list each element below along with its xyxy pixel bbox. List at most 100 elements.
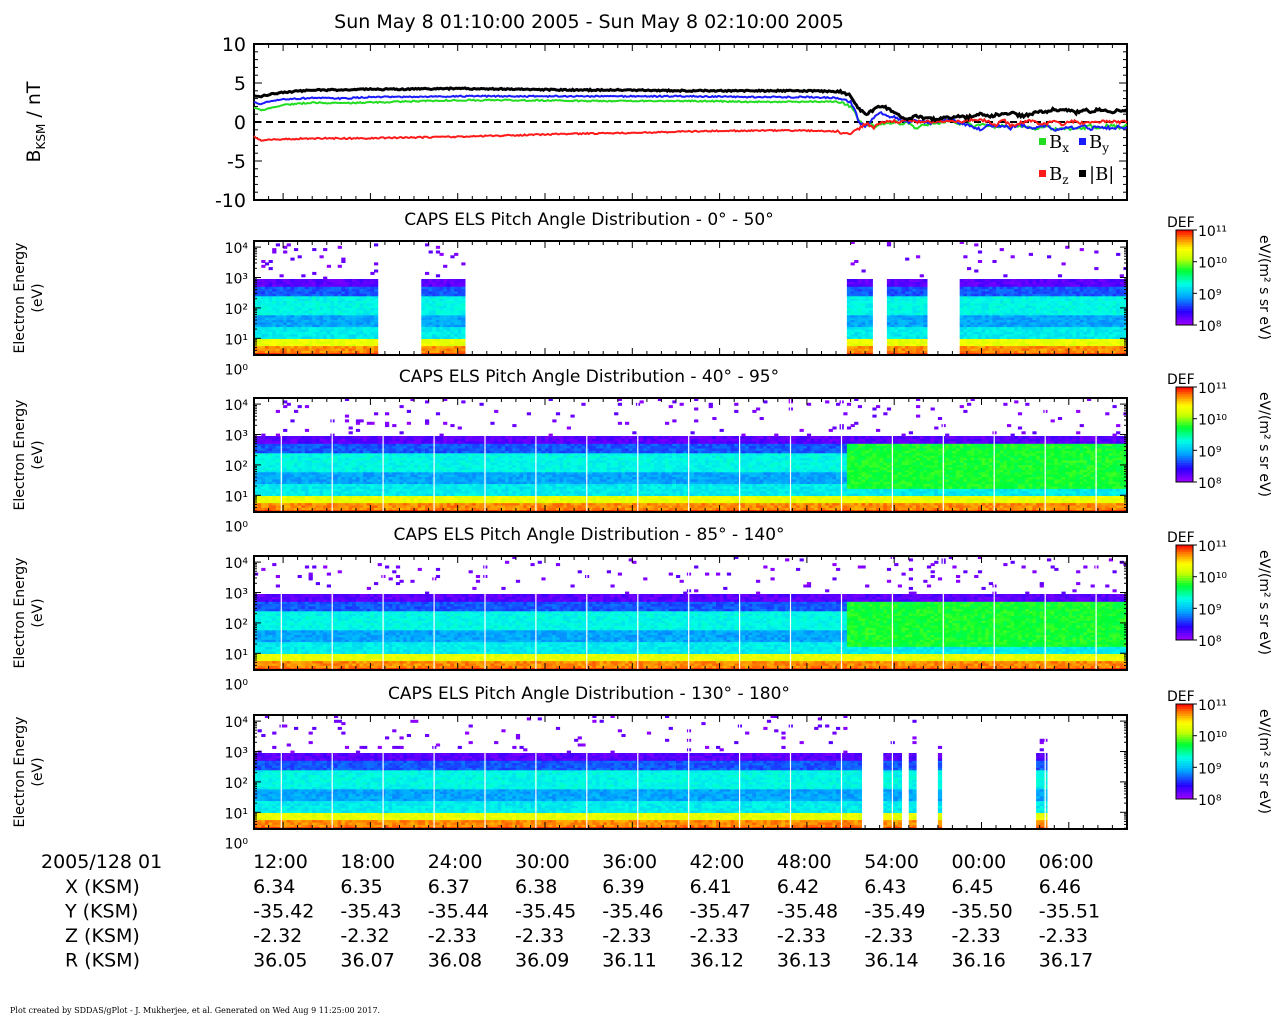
legend-label: Bz [1049, 164, 1069, 187]
heatmap-cell [854, 260, 858, 263]
heatmap-cell [269, 267, 273, 270]
heatmap-cell [454, 279, 458, 282]
heatmap-cell [330, 279, 334, 282]
heatmap-cell [458, 279, 462, 282]
heatmap-cell [327, 265, 331, 268]
mag-ylabel-subscript: KSM [34, 124, 48, 150]
heatmap-cell [312, 279, 316, 282]
heatmap-cell [287, 243, 291, 246]
heatmap-cell [265, 279, 269, 282]
legend-swatch [1079, 170, 1086, 177]
heatmap-cell [265, 262, 269, 265]
heatmap-cell [305, 279, 309, 282]
heatmap-cell [323, 277, 327, 280]
mag-y-tick-label: -5 [227, 151, 246, 173]
heatmap-cell [280, 279, 284, 282]
heatmap-cell [283, 279, 287, 282]
mag-y-tick-label: 10 [222, 34, 246, 56]
heatmap-cell [334, 279, 338, 282]
heatmap-cell [338, 246, 342, 249]
heatmap-cell [280, 274, 284, 277]
heatmap-cell [374, 243, 378, 246]
heatmap-cell [349, 279, 353, 282]
heatmap-cell [320, 255, 324, 258]
heatmap-cell [258, 279, 262, 282]
mag-y-tick-label: -10 [215, 190, 246, 212]
heatmap-cell [425, 279, 429, 282]
heatmap-cell [425, 272, 429, 275]
heatmap-cell [858, 279, 862, 282]
heatmap-cell [356, 279, 360, 282]
legend-label: |B| [1089, 164, 1114, 185]
magnetic-field-y-axis-label: BKSM / nT [23, 81, 48, 162]
series-line-abs-babs- [254, 88, 1127, 121]
heatmap-cell [450, 279, 454, 282]
heatmap-cell [352, 279, 356, 282]
legend-swatch [1039, 170, 1046, 177]
heatmap-cell [851, 262, 855, 265]
legend-swatch [1079, 138, 1086, 145]
legend-label-base: B [1049, 132, 1062, 153]
figure: Sun May 8 01:10:00 2005 - Sun May 8 02:1… [0, 0, 1280, 1024]
heatmap-cell [345, 279, 349, 282]
legend-label-subscript: x [1062, 141, 1069, 155]
heatmap-cell [316, 279, 320, 282]
heatmap-cell [461, 279, 465, 282]
heatmap-cell [454, 253, 458, 256]
heatmap-cell [440, 279, 444, 282]
spectrogram-panel-1: CAPS ELS Pitch Angle Distribution - 0° -… [12, 210, 1272, 379]
legend-label-subscript: z [1062, 173, 1068, 187]
heatmap-cell [440, 253, 444, 256]
heatmap-cell [301, 279, 305, 282]
magnetic-field-panel: -10-50510 BKSM / nT Bx ByBz |B| [23, 34, 1127, 212]
legend-label-base: B [1049, 164, 1062, 185]
heatmap-cell [370, 272, 374, 275]
heatmap-cell [363, 279, 367, 282]
heatmap-cell [436, 274, 440, 277]
heatmap-cell [276, 243, 280, 246]
heatmap-cell [443, 265, 447, 268]
spectrogram-panels: CAPS ELS Pitch Angle Distribution - 0° -… [12, 210, 1272, 853]
heatmap-cell [854, 279, 858, 282]
magnetic-field-series [254, 88, 1127, 141]
heatmap-cell [298, 279, 302, 282]
heatmap-cell [327, 279, 331, 282]
heatmap-cell [421, 279, 425, 282]
heatmap-cell [272, 248, 276, 251]
heatmap-cell [341, 258, 345, 261]
legend-label-base: |B| [1089, 164, 1114, 185]
heatmap-cell [338, 265, 342, 268]
heatmap-cell [294, 248, 298, 251]
heatmap-cell [309, 279, 313, 282]
heatmap-cell [323, 248, 327, 251]
heatmap-cell [360, 279, 364, 282]
y-axis-label-line1: Electron Energy [12, 243, 28, 354]
legend-label: By [1089, 132, 1109, 155]
heatmap-cell [436, 279, 440, 282]
legend-label-subscript: y [1101, 141, 1109, 155]
heatmap-cell [301, 274, 305, 277]
heatmap-cell [283, 251, 287, 254]
heatmap-cell [341, 279, 345, 282]
heatmap-cell [312, 272, 316, 275]
heatmap-cell [290, 258, 294, 261]
heatmap-cell [312, 248, 316, 251]
heatmap-cell [374, 279, 378, 282]
heatmap-cell [447, 279, 451, 282]
heatmap-cell [374, 270, 378, 273]
heatmap-cell [436, 251, 440, 254]
heatmap-cell [290, 279, 294, 282]
heatmap-cell [461, 262, 465, 265]
heatmap-cell [276, 279, 280, 282]
legend-label-base: B [1089, 132, 1102, 153]
heatmap-cell [298, 255, 302, 258]
heatmap-cell [367, 279, 371, 282]
spectrogram-y-axis-label: Electron Energy (eV) [12, 243, 46, 354]
legend-swatch [1039, 138, 1046, 145]
spectrogram-heatmap [254, 241, 1128, 356]
mag-ylabel-unit: / nT [23, 81, 45, 124]
figure-title: Sun May 8 01:10:00 2005 - Sun May 8 02:1… [334, 11, 844, 33]
heatmap-cell [320, 279, 324, 282]
y-axis-label-line2: (eV) [30, 283, 46, 312]
